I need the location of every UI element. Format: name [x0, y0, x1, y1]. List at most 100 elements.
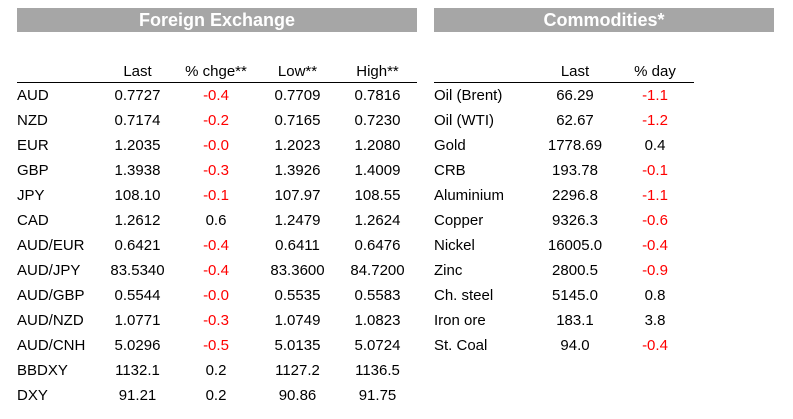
- fx-low-value: 0.7709: [274, 87, 321, 104]
- fx-high-value: 1.0823: [354, 312, 401, 329]
- fx-last-value: 0.7727: [114, 87, 161, 104]
- fx-high-value: 5.0724: [354, 337, 401, 354]
- commodity-name: CRB: [434, 162, 466, 179]
- fx-high-value: 0.6476: [354, 237, 401, 254]
- commodity-row: Copper 9326.3 -0.6: [434, 208, 694, 233]
- fx-row: DXY 91.21 0.2 90.86 91.75: [17, 383, 417, 408]
- fx-row: EUR 1.2035 -0.0 1.2023 1.2080: [17, 133, 417, 158]
- fx-last-value: 91.21: [118, 387, 157, 404]
- fx-change-value: -0.0: [203, 287, 229, 304]
- fx-change-value: -0.3: [203, 162, 229, 179]
- commodity-last-value: 2800.5: [552, 262, 598, 279]
- fx-row: NZD 0.7174 -0.2 0.7165 0.7230: [17, 108, 417, 133]
- commodities-header-change: % day: [634, 63, 676, 80]
- commodity-change-value: -0.4: [642, 337, 668, 354]
- fx-currency-name: DXY: [17, 387, 48, 404]
- fx-low-value: 0.7165: [274, 112, 321, 129]
- commodity-last-value: 94.0: [560, 337, 590, 354]
- commodities-header-name: [434, 57, 534, 83]
- fx-change-value: -0.1: [203, 187, 229, 204]
- commodity-row: St. Coal 94.0 -0.4: [434, 333, 694, 358]
- fx-change-value: -0.2: [203, 112, 229, 129]
- fx-high-value: 1.4009: [354, 162, 401, 179]
- fx-last-value: 108.10: [114, 187, 161, 204]
- commodity-last-value: 1778.69: [547, 137, 603, 154]
- fx-row: BBDXY 1132.1 0.2 1127.2 1136.5: [17, 358, 417, 383]
- commodity-name: Nickel: [434, 237, 475, 254]
- fx-low-value: 107.97: [274, 187, 321, 204]
- fx-change-value: 0.2: [205, 387, 227, 404]
- fx-last-value: 1.2035: [114, 137, 161, 154]
- fx-high-value: 108.55: [354, 187, 401, 204]
- fx-low-value: 5.0135: [274, 337, 321, 354]
- commodities-table: Last % day Oil (Brent) 66.29 -1.1 Oil (WTI)…: [434, 57, 694, 358]
- fx-row: AUD/EUR 0.6421 -0.4 0.6411 0.6476: [17, 233, 417, 258]
- commodity-name: Ch. steel: [434, 287, 494, 304]
- commodities-header-row: Last % day: [434, 57, 694, 83]
- fx-low-value: 0.6411: [275, 237, 320, 254]
- commodity-change-value: -0.4: [642, 237, 668, 254]
- commodity-name: Zinc: [434, 262, 463, 279]
- fx-low-value: 83.3600: [270, 262, 325, 279]
- fx-last-value: 1.3938: [114, 162, 161, 179]
- fx-last-value: 1132.1: [115, 362, 160, 379]
- commodity-row: Oil (Brent) 66.29 -1.1: [434, 83, 694, 109]
- fx-last-value: 1.2612: [114, 212, 161, 229]
- fx-currency-name: AUD/CNH: [17, 337, 86, 354]
- commodity-change-value: 3.8: [644, 312, 666, 329]
- fx-last-value: 0.7174: [114, 112, 161, 129]
- commodity-change-value: -0.1: [642, 162, 668, 179]
- commodity-row: Ch. steel 5145.0 0.8: [434, 283, 694, 308]
- fx-row: AUD/CNH 5.0296 -0.5 5.0135 5.0724: [17, 333, 417, 358]
- fx-row: CAD 1.2612 0.6 1.2479 1.2624: [17, 208, 417, 233]
- commodity-name: Iron ore: [434, 312, 486, 329]
- fx-change-value: -0.4: [203, 87, 229, 104]
- fx-header-change: % chge**: [185, 63, 247, 80]
- commodity-row: CRB 193.78 -0.1: [434, 158, 694, 183]
- fx-low-value: 0.5535: [274, 287, 321, 304]
- commodities-header-last: Last: [560, 63, 590, 80]
- fx-table: Last % chge** Low** High** AUD 0.7727 -0.4…: [17, 57, 417, 408]
- fx-high-value: 1136.5: [355, 362, 400, 379]
- fx-high-value: 84.7200: [350, 262, 405, 279]
- fx-low-value: 1127.2: [275, 362, 320, 379]
- fx-last-value: 83.5340: [110, 262, 165, 279]
- commodity-last-value: 9326.3: [552, 212, 598, 229]
- fx-low-value: 1.0749: [274, 312, 321, 329]
- fx-row: AUD/NZD 1.0771 -0.3 1.0749 1.0823: [17, 308, 417, 333]
- commodity-change-value: -0.6: [642, 212, 668, 229]
- fx-currency-name: AUD: [17, 87, 49, 104]
- fx-last-value: 5.0296: [114, 337, 161, 354]
- fx-high-value: 1.2624: [354, 212, 401, 229]
- commodity-change-value: 0.8: [644, 287, 666, 304]
- fx-row: GBP 1.3938 -0.3 1.3926 1.4009: [17, 158, 417, 183]
- commodity-row: Nickel 16005.0 -0.4: [434, 233, 694, 258]
- fx-high-value: 91.75: [358, 387, 397, 404]
- fx-low-value: 90.86: [278, 387, 317, 404]
- fx-currency-name: AUD/GBP: [17, 287, 85, 304]
- fx-row: AUD/GBP 0.5544 -0.0 0.5535 0.5583: [17, 283, 417, 308]
- fx-high-value: 1.2080: [354, 137, 401, 154]
- fx-currency-name: AUD/JPY: [17, 262, 81, 279]
- fx-header-high: High**: [356, 63, 399, 80]
- commodity-change-value: -1.1: [642, 187, 668, 204]
- commodity-name: Aluminium: [434, 187, 505, 204]
- commodity-row: Aluminium 2296.8 -1.1: [434, 183, 694, 208]
- fx-row: JPY 108.10 -0.1 107.97 108.55: [17, 183, 417, 208]
- fx-currency-name: GBP: [17, 162, 49, 179]
- fx-last-value: 0.5544: [114, 287, 161, 304]
- fx-currency-name: CAD: [17, 212, 49, 229]
- fx-high-value: 0.7230: [354, 112, 401, 129]
- fx-last-value: 0.6421: [114, 237, 161, 254]
- fx-section-title: Foreign Exchange: [17, 8, 417, 32]
- commodity-last-value: 193.78: [552, 162, 598, 179]
- commodity-last-value: 2296.8: [552, 187, 598, 204]
- fx-currency-name: AUD/NZD: [17, 312, 84, 329]
- fx-header-last: Last: [123, 63, 152, 80]
- fx-currency-name: NZD: [17, 112, 48, 129]
- fx-low-value: 1.3926: [274, 162, 321, 179]
- commodity-last-value: 5145.0: [552, 287, 598, 304]
- fx-currency-name: AUD/EUR: [17, 237, 85, 254]
- fx-high-value: 0.5583: [354, 287, 401, 304]
- fx-change-value: -0.4: [203, 262, 229, 279]
